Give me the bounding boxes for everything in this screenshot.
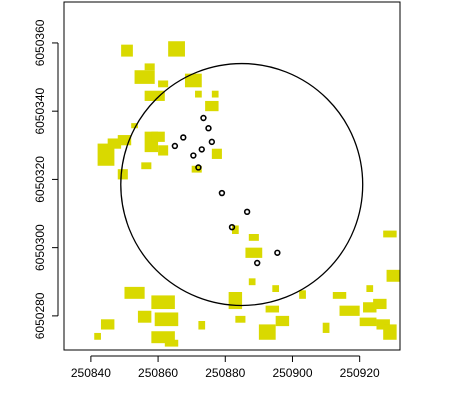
y-tick-label-1: 6050300 <box>33 224 47 271</box>
raster-patch-12 <box>117 169 128 180</box>
raster-patch-10 <box>107 138 122 149</box>
x-tick-label-3: 250900 <box>272 366 312 380</box>
point-5 <box>198 146 205 153</box>
raster-patch-23 <box>265 305 280 313</box>
raster-patch-37 <box>332 292 347 299</box>
raster-patch-5 <box>184 73 202 88</box>
raster-patch-51 <box>144 63 155 71</box>
raster-patch-33 <box>164 339 179 347</box>
raster-patch-24 <box>299 290 306 299</box>
raster-patch-2 <box>144 90 165 101</box>
x-tick-label-1: 250860 <box>138 366 178 380</box>
raster-patch-38 <box>339 305 360 316</box>
raster-patch-47 <box>248 278 256 286</box>
point-10 <box>228 223 236 231</box>
raster-patch-41 <box>359 317 377 327</box>
x-tick-label-0: 250840 <box>71 366 111 380</box>
point-2 <box>180 134 187 141</box>
x-axis: 250840 250860 250880 250900 250920 <box>71 355 380 380</box>
raster-patch-26 <box>258 324 276 340</box>
raster-patch-19 <box>248 234 259 241</box>
point-6 <box>190 152 197 159</box>
raster-patch-49 <box>141 162 152 170</box>
raster-patch-8 <box>131 123 138 129</box>
point-9 <box>243 208 251 216</box>
raster-patch-14 <box>158 145 169 156</box>
raster-patch-7 <box>205 100 219 112</box>
raster-patch-50 <box>211 90 219 98</box>
raster-patch-29 <box>151 295 175 310</box>
raster-patch-1 <box>134 70 155 84</box>
raster-patch-11 <box>117 135 132 146</box>
point-0 <box>200 114 207 122</box>
x-tick-label-2: 250880 <box>205 366 245 380</box>
point-8 <box>218 189 226 197</box>
raster-patch-25 <box>272 285 280 292</box>
point-3 <box>208 138 216 146</box>
raster-patch-21 <box>228 292 243 310</box>
raster-patch-32 <box>151 331 175 344</box>
point-markers <box>171 114 281 267</box>
raster-patch-0 <box>121 44 133 57</box>
raster-patch-9 <box>97 143 115 166</box>
buffer-circle <box>120 62 364 307</box>
raster-patch-15 <box>151 131 165 142</box>
y-tick-label-4: 6050360 <box>33 19 47 66</box>
y-tick-label-2: 6050320 <box>33 156 47 203</box>
raster-patch-30 <box>137 310 152 323</box>
raster-patch-31 <box>154 312 179 327</box>
raster-patch-27 <box>275 315 290 327</box>
raster-patch-28 <box>124 286 145 299</box>
raster-patch-6 <box>195 90 202 98</box>
point-11 <box>274 249 281 256</box>
raster-patch-4 <box>168 41 185 57</box>
raster-patch-22 <box>235 315 246 323</box>
raster-patch-17 <box>211 148 222 159</box>
raster-patch-45 <box>383 230 397 238</box>
raster-patch-46 <box>322 322 330 333</box>
point-7 <box>195 164 202 171</box>
raster-patch-43 <box>383 324 397 340</box>
raster-patch-44 <box>386 269 400 282</box>
raster-patch-35 <box>94 332 101 340</box>
raster-patch-34 <box>100 319 115 330</box>
raster-patch-40 <box>373 298 387 310</box>
point-4 <box>171 142 179 150</box>
y-tick-label-3: 6050340 <box>33 87 47 134</box>
raster-patch-39 <box>363 302 377 313</box>
raster-patches <box>94 41 400 347</box>
x-tick-label-4: 250920 <box>340 366 380 380</box>
raster-patch-18 <box>232 225 239 234</box>
raster-patch-48 <box>366 285 374 292</box>
point-1 <box>205 125 212 132</box>
y-tick-label-0: 6050280 <box>33 292 47 339</box>
y-axis: 6050280 6050300 6050320 6050340 6050360 <box>33 19 59 339</box>
raster-patch-3 <box>158 80 169 88</box>
plot-frame <box>63 1 401 351</box>
raster-patch-36 <box>198 321 206 330</box>
raster-patch-20 <box>245 247 263 258</box>
point-12 <box>254 259 261 267</box>
